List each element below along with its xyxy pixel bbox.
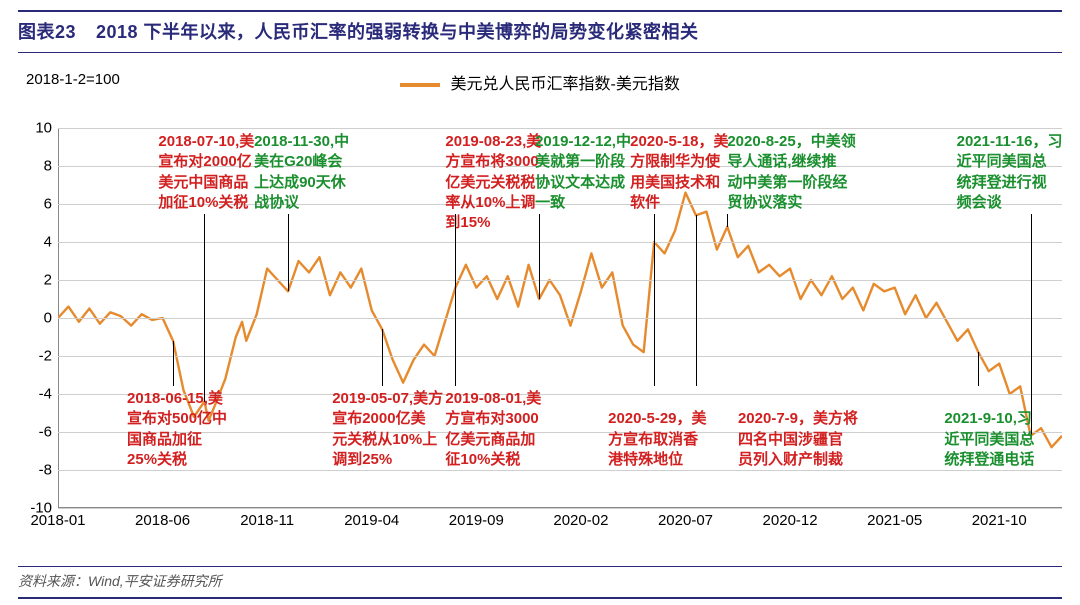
x-tick-label: 2019-04 [344, 512, 399, 529]
y-tick-label: -6 [18, 424, 52, 441]
source-bar: 资料来源：Wind,平安证券研究所 [18, 566, 1062, 599]
gridline [58, 242, 1062, 243]
y-tick-label: -8 [18, 462, 52, 479]
x-tick-label: 2021-10 [972, 512, 1027, 529]
annotation: 2020-5-29，美方宣布取消香港特殊地位 [608, 409, 706, 470]
callout-line [654, 242, 655, 386]
annotation: 2021-9-10,习近平同美国总统拜登通电话 [944, 409, 1034, 470]
annotation: 2020-7-9，美方将四名中国涉疆官员列入财产制裁 [738, 409, 858, 470]
figure-title-text: 2018 下半年以来，人民币汇率的强弱转换与中美博弈的局势变化紧密相关 [96, 22, 699, 42]
x-tick-label: 2021-05 [867, 512, 922, 529]
gridline [58, 280, 1062, 281]
gridline [58, 128, 1062, 129]
gridline [58, 318, 1062, 319]
x-tick-label: 2020-12 [763, 512, 818, 529]
callout-line [727, 214, 728, 227]
gridline [58, 508, 1062, 509]
annotation: 2021-11-16，习近平同美国总统拜登进行视频会谈 [957, 132, 1063, 213]
y-tick-label: 4 [18, 234, 52, 251]
chart-area: -10-8-6-4-202468102018-012018-062018-112… [58, 128, 1062, 508]
x-tick-label: 2018-01 [30, 512, 85, 529]
figure-container: 图表23 2018 下半年以来，人民币汇率的强弱转换与中美博弈的局势变化紧密相关… [0, 0, 1080, 605]
x-tick-label: 2019-09 [449, 512, 504, 529]
gridline [58, 470, 1062, 471]
annotation: 2020-8-25，中美领导人通话,继续推动中美第一阶段经贸协议落实 [727, 132, 855, 213]
legend-label: 美元兑人民币汇率指数-美元指数 [451, 76, 680, 93]
annotation: 2019-05-07,美方宣布2000亿美元关税从10%上调到25% [332, 389, 443, 470]
callout-line [173, 341, 174, 386]
annotation: 2019-08-01,美方宣布对3000亿美元商品加征10%关税 [445, 389, 541, 470]
x-tick-label: 2020-07 [658, 512, 713, 529]
y-tick-label: -4 [18, 386, 52, 403]
annotation: 2019-12-12,中美就第一阶段协议文本达成一致 [535, 132, 631, 213]
title-bar: 图表23 2018 下半年以来，人民币汇率的强弱转换与中美博弈的局势变化紧密相关 [18, 10, 1062, 53]
figure-title [80, 22, 91, 42]
y-tick-label: 8 [18, 158, 52, 175]
gridline [58, 356, 1062, 357]
callout-line [978, 352, 979, 386]
y-tick-label: 2 [18, 272, 52, 289]
callout-line [696, 215, 697, 386]
x-tick-label: 2018-11 [240, 512, 294, 529]
annotation: 2019-08-23,美方宣布将3000亿美元关税税率从10%上调到15% [445, 132, 541, 233]
y-tick-label: 10 [18, 120, 52, 137]
annotation: 2018-07-10,美宣布对2000亿美元中国商品加征10%关税 [158, 132, 254, 213]
annotation: 2018-06-15,美宣布对500亿中国商品加征25%关税 [127, 389, 227, 470]
callout-line [654, 214, 655, 242]
annotation: 2020-5-18，美方限制华为使用美国技术和软件 [630, 132, 728, 213]
y-tick-label: -2 [18, 348, 52, 365]
x-tick-label: 2020-02 [553, 512, 608, 529]
figure-number: 图表23 [18, 22, 76, 42]
callout-line [455, 288, 456, 386]
source-text: 资料来源：Wind,平安证券研究所 [18, 573, 222, 589]
callout-line [455, 214, 456, 288]
callout-line [288, 214, 289, 291]
callout-line [1031, 214, 1032, 436]
callout-line [382, 329, 383, 386]
legend-swatch [400, 83, 440, 87]
y-tick-label: 0 [18, 310, 52, 327]
callout-line [539, 214, 540, 299]
x-tick-label: 2018-06 [135, 512, 190, 529]
callout-line [204, 214, 205, 402]
legend: 美元兑人民币汇率指数-美元指数 [0, 70, 1080, 94]
y-tick-label: 6 [18, 196, 52, 213]
annotation: 2018-11-30,中美在G20峰会上达成90天休战协议 [254, 132, 349, 213]
